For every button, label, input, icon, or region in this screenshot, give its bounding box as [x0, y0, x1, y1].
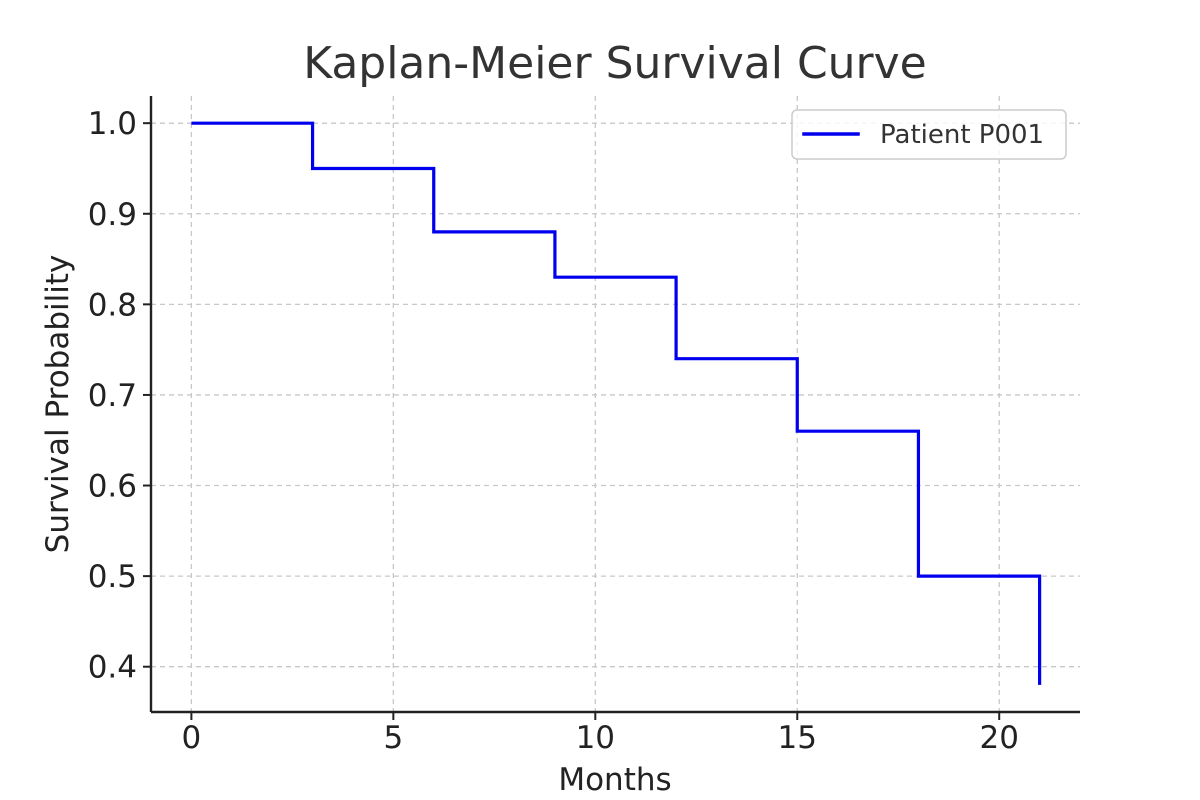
chart-title: Kaplan-Meier Survival Curve	[303, 38, 927, 89]
y-tick-label: 0.5	[88, 559, 137, 595]
ticks: 0 5 10 15 20 0.4 0.5 0.6 0.7 0.8 0.9 1.0	[88, 106, 1019, 756]
legend-label-patient-p001: Patient P001	[880, 120, 1044, 150]
plot-area	[191, 121, 1042, 685]
x-tick-label: 5	[383, 720, 403, 756]
y-tick-label: 0.4	[88, 650, 137, 686]
y-axis-label: Survival Probability	[40, 255, 76, 554]
y-tick-label: 0.7	[88, 378, 137, 414]
y-tick-label: 0.8	[88, 287, 137, 323]
legend-box	[791, 109, 1067, 160]
grid	[151, 96, 1080, 712]
series-line-1	[191, 121, 1042, 685]
y-tick-label: 0.6	[88, 469, 137, 505]
y-tick-label: 0.9	[88, 197, 137, 233]
x-tick-label: 15	[778, 720, 817, 756]
x-tick-label: 0	[182, 720, 202, 756]
x-tick-label: 20	[979, 720, 1018, 756]
y-tick-label: 1.0	[88, 106, 137, 142]
x-tick-label: 10	[576, 720, 615, 756]
x-axis-label: Months	[558, 762, 671, 798]
axes	[149, 96, 1080, 714]
legend: Patient P001	[791, 109, 1067, 160]
